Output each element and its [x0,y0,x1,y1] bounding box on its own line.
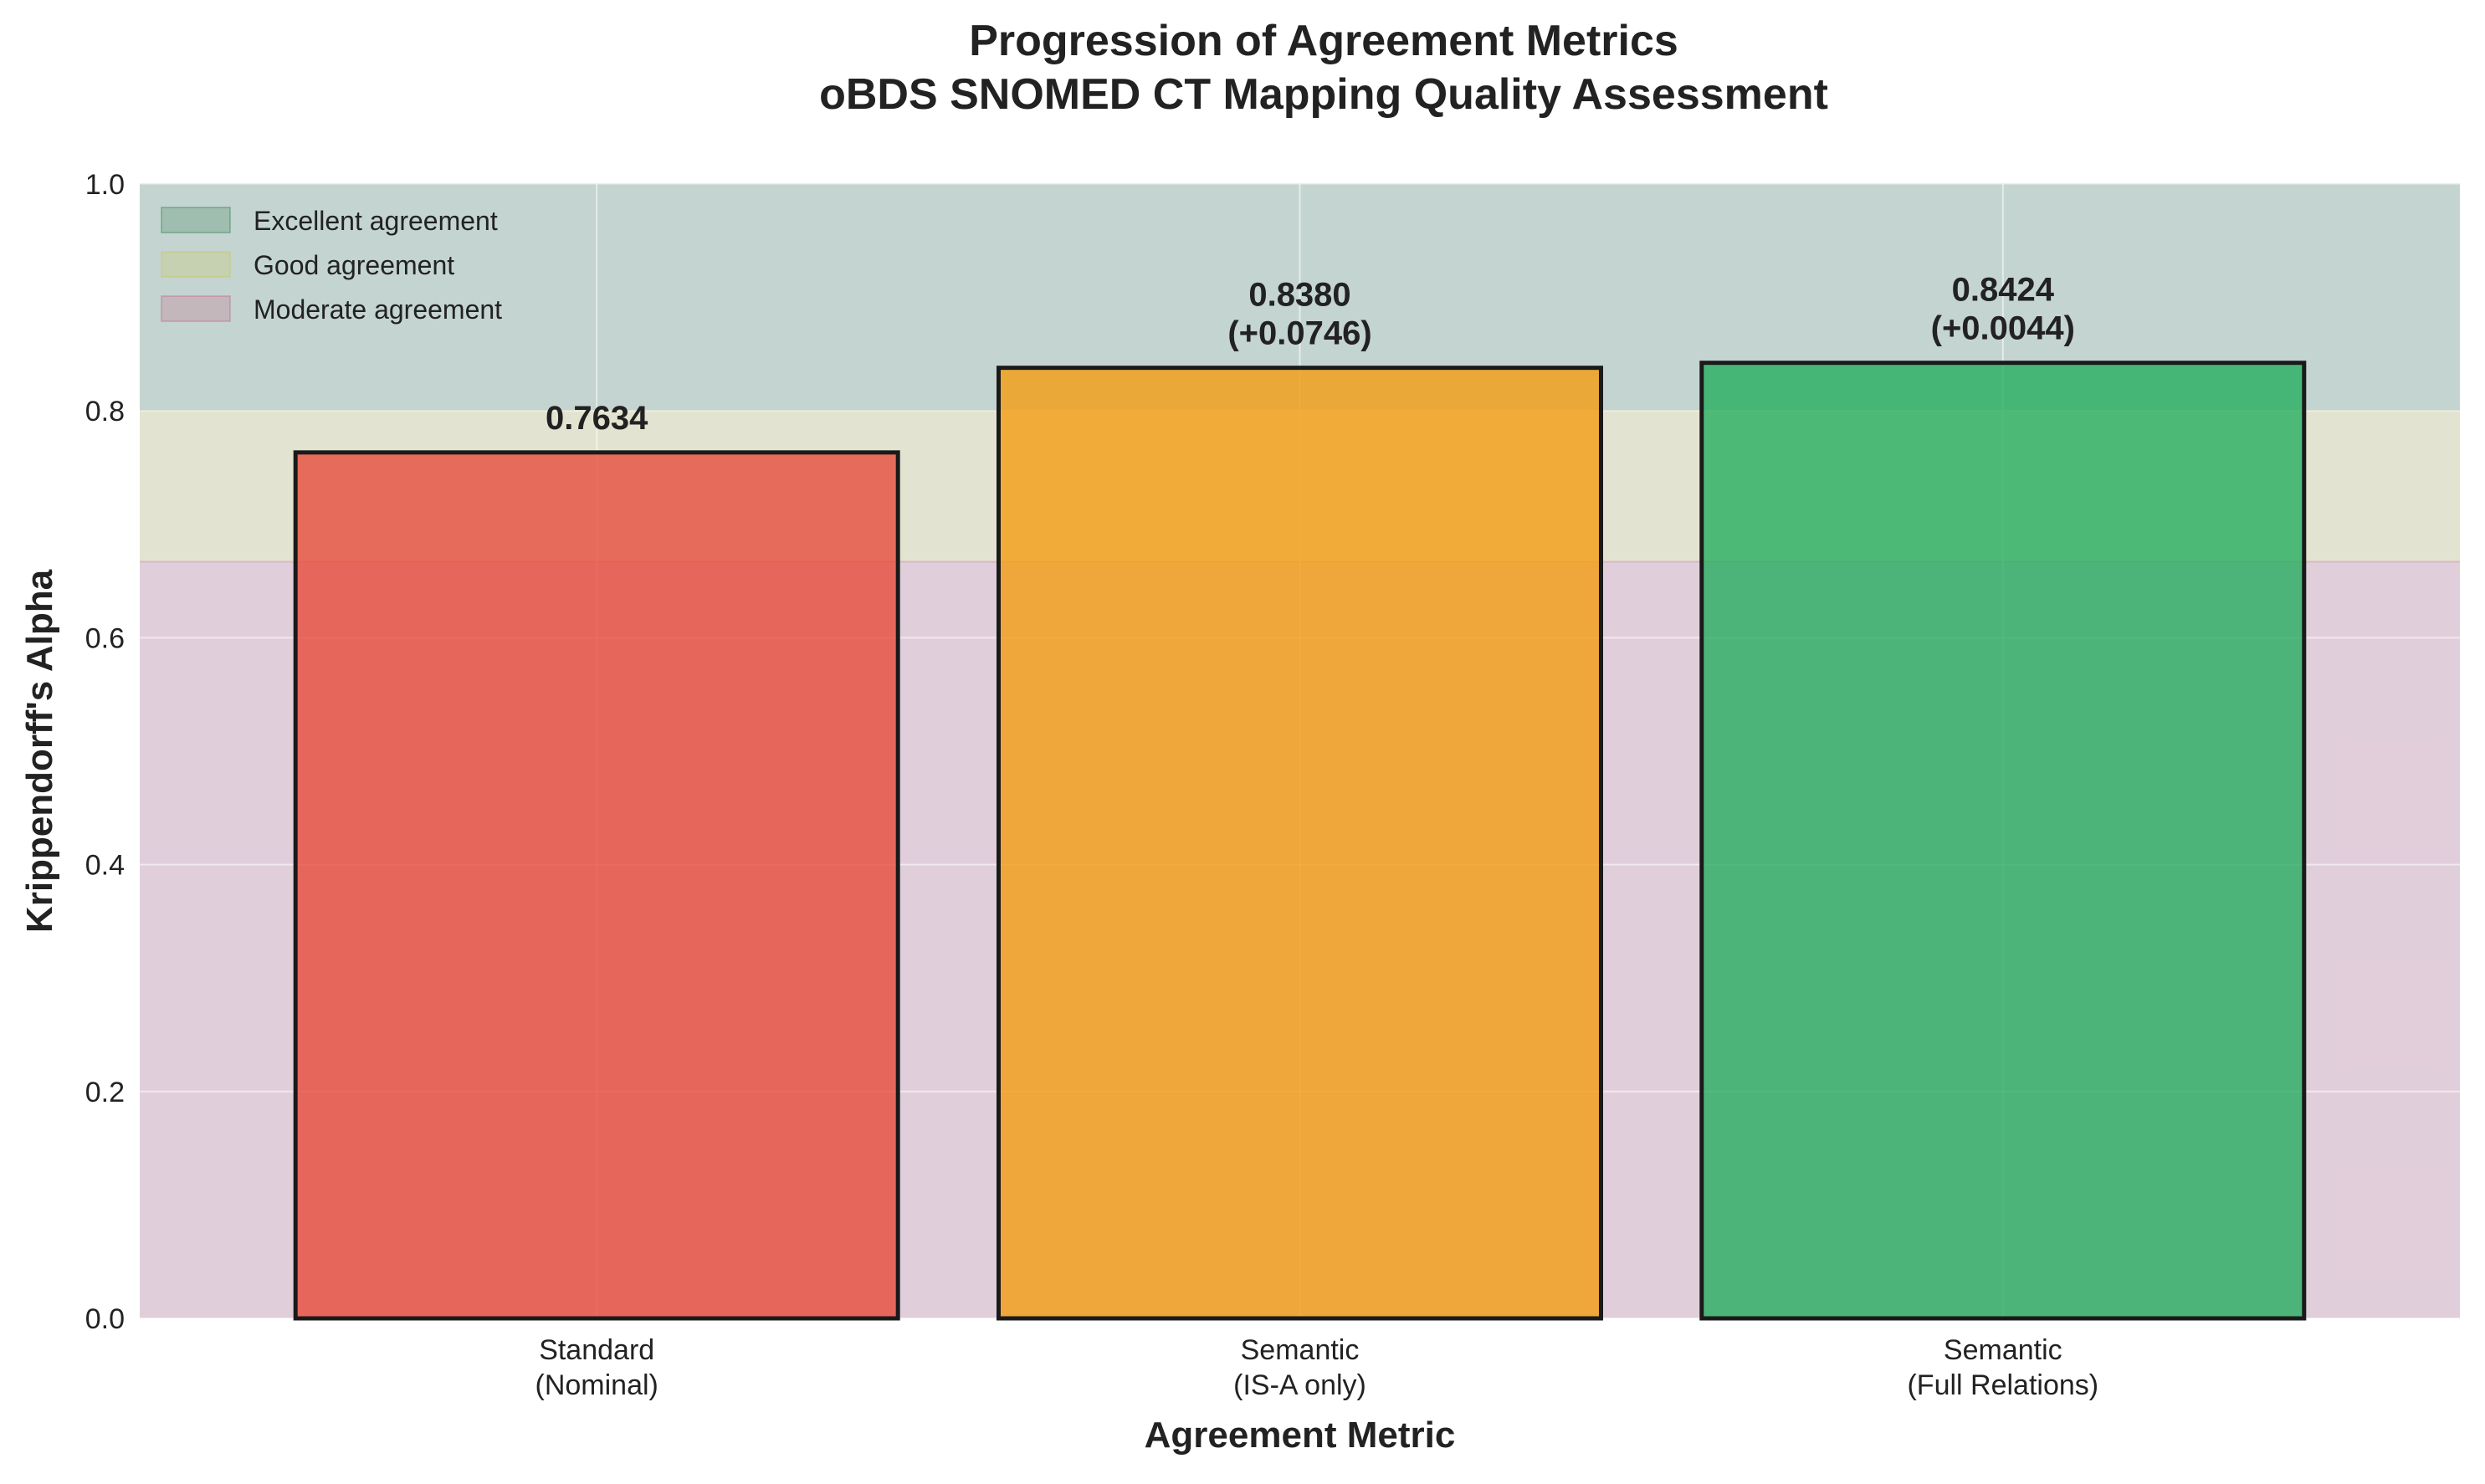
x-tick-label: Semantic [1241,1334,1360,1366]
y-tick-label: 0.2 [85,1077,125,1108]
x-tick-label: (Nominal) [535,1369,658,1401]
legend-swatch [161,251,231,278]
bar-value-label: 0.8424 [1952,272,2055,309]
bar-2[interactable] [997,366,1603,1321]
x-tick-label: Standard [539,1334,654,1366]
x-axis-label: Agreement Metric [1145,1415,1456,1456]
chart-title-line-2: oBDS SNOMED CT Mapping Quality Assessmen… [819,70,1828,119]
y-tick-label: 0.0 [85,1303,125,1335]
y-tick-label: 0.4 [85,850,125,882]
legend-label: Moderate agreement [254,294,502,325]
y-tick-label: 1.0 [85,169,125,201]
bar-value-label: (+0.0746) [1227,315,1371,352]
x-tick-label: Semantic [1944,1334,2062,1366]
legend-label: Excellent agreement [254,206,498,236]
y-tick-label: 0.8 [85,396,125,427]
bar-value-label: 0.8380 [1248,277,1350,314]
bar-1[interactable] [293,450,900,1321]
legend-label: Good agreement [254,250,454,280]
y-tick-label: 0.6 [85,622,125,654]
legend-swatch [161,295,231,322]
y-axis-label: Krippendorff's Alpha [19,569,60,933]
chart-title-line-1: Progression of Agreement Metrics [969,17,1678,65]
bar-value-label: 0.7634 [546,400,648,437]
bar-value-label: (+0.0044) [1931,310,2075,347]
x-tick-label: (IS-A only) [1233,1369,1366,1401]
x-tick-label: (Full Relations) [1907,1369,2098,1401]
bar-3[interactable] [1699,361,2307,1321]
legend-swatch [161,207,231,233]
